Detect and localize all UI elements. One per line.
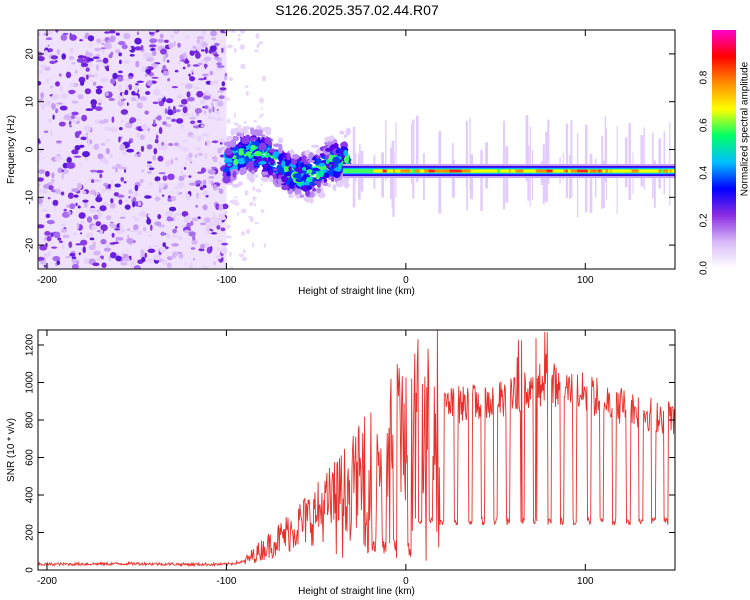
spectrogram-x-axis-label: Height of straight line (km) [298, 286, 415, 297]
colorbar-tick-label: 0.2 [699, 213, 710, 227]
spectrogram-y-tick-label: -10 [25, 190, 36, 205]
spectrogram-y-tick-label: -20 [25, 237, 36, 252]
colorbar-tick-label: 0.6 [699, 118, 710, 132]
snr-y-tick-label: 600 [25, 449, 36, 466]
colorbar-tick-label: 0.8 [699, 70, 710, 84]
snr-x-tick-label: -200 [37, 576, 57, 587]
spectrogram-y-tick-label: 20 [25, 48, 36, 60]
spectrogram-y-tick-label: 0 [25, 146, 36, 152]
snr-y-tick-label: 0 [25, 567, 36, 573]
tone-band [343, 164, 675, 179]
snr-y-tick-label: 1000 [25, 371, 36, 394]
snr-x-tick-label: 0 [403, 576, 409, 587]
spectrogram-y-tick-label: 10 [25, 96, 36, 108]
snr-y-tick-label: 400 [25, 486, 36, 503]
spectrogram-plot [38, 30, 675, 269]
colorbar-tick-label: 0.0 [699, 261, 710, 275]
colorbar-label: Normalized spectral amplitude [740, 61, 750, 196]
snr-frame [37, 329, 676, 571]
snr-series-line [38, 330, 675, 568]
snr-y-axis-label: SNR (10 * v/v) [6, 418, 17, 482]
snr-x-tick-label: -100 [216, 576, 236, 587]
spectrogram-x-tick-label: -200 [37, 275, 57, 286]
snr-y-tick-label: 200 [25, 524, 36, 541]
snr-y-tick-label: 1200 [25, 333, 36, 356]
snr-x-axis-label: Height of straight line (km) [298, 586, 415, 597]
colorbar-tick-label: 0.4 [699, 165, 710, 179]
noise-speckles [38, 30, 269, 269]
spectrogram-x-tick-label: 0 [403, 275, 409, 286]
page-title: S126.2025.357.02.44.R07 [275, 2, 439, 18]
spectrogram-x-tick-label: -100 [216, 275, 236, 286]
snr-x-tick-label: 100 [577, 576, 594, 587]
spectrogram-y-axis-label: Frequency (Hz) [6, 115, 17, 184]
snr-plot [38, 330, 675, 568]
snr-y-tick-label: 800 [25, 411, 36, 428]
colorbar [712, 30, 736, 268]
spectrogram-x-tick-label: 100 [577, 275, 594, 286]
